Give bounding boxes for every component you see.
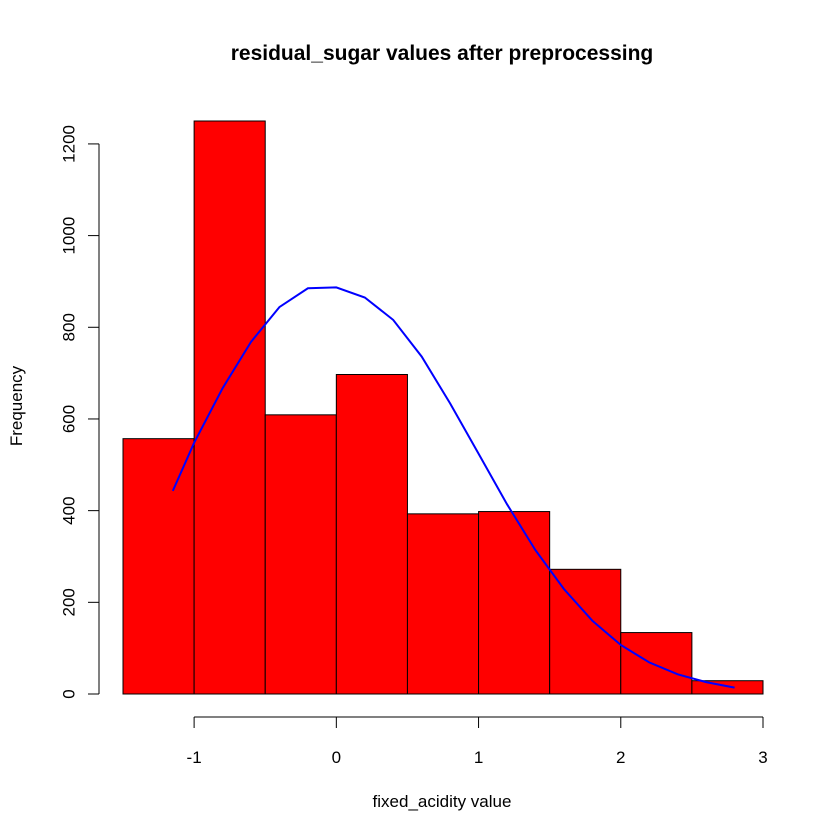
y-tick-label: 1200 bbox=[60, 125, 79, 163]
x-tick-label: 0 bbox=[332, 748, 341, 767]
histogram-bar bbox=[122, 438, 195, 695]
x-axis-label: fixed_acidity value bbox=[373, 792, 512, 811]
x-tick-label: 3 bbox=[758, 748, 767, 767]
histogram-bar bbox=[549, 568, 622, 695]
x-tick-label: 1 bbox=[474, 748, 483, 767]
y-tick-label: 600 bbox=[60, 405, 79, 433]
density-curve-layer bbox=[171, 286, 735, 689]
y-axis-label: Frequency bbox=[7, 365, 26, 446]
histogram-bar bbox=[264, 414, 337, 695]
x-axis: -1 0 1 2 3 bbox=[187, 716, 768, 767]
y-axis: 0 200 400 600 800 1000 1200 bbox=[60, 125, 100, 699]
y-tick-label: 1000 bbox=[60, 217, 79, 255]
y-tick-label: 400 bbox=[60, 496, 79, 524]
histogram-bar bbox=[406, 513, 480, 695]
chart-title: residual_sugar values after preprocessin… bbox=[231, 42, 654, 65]
histogram-bars bbox=[122, 120, 764, 695]
x-tick-label: -1 bbox=[187, 748, 202, 767]
density-curve bbox=[171, 286, 735, 689]
y-tick-label: 0 bbox=[60, 689, 79, 698]
histogram-bar bbox=[478, 511, 551, 695]
y-tick-label: 800 bbox=[60, 313, 79, 341]
y-tick-label: 200 bbox=[60, 588, 79, 616]
x-tick-label: 2 bbox=[616, 748, 625, 767]
histogram-bar bbox=[691, 680, 764, 695]
histogram-bar bbox=[335, 373, 408, 695]
histogram-bar bbox=[620, 632, 693, 695]
histogram-bar bbox=[193, 120, 266, 695]
